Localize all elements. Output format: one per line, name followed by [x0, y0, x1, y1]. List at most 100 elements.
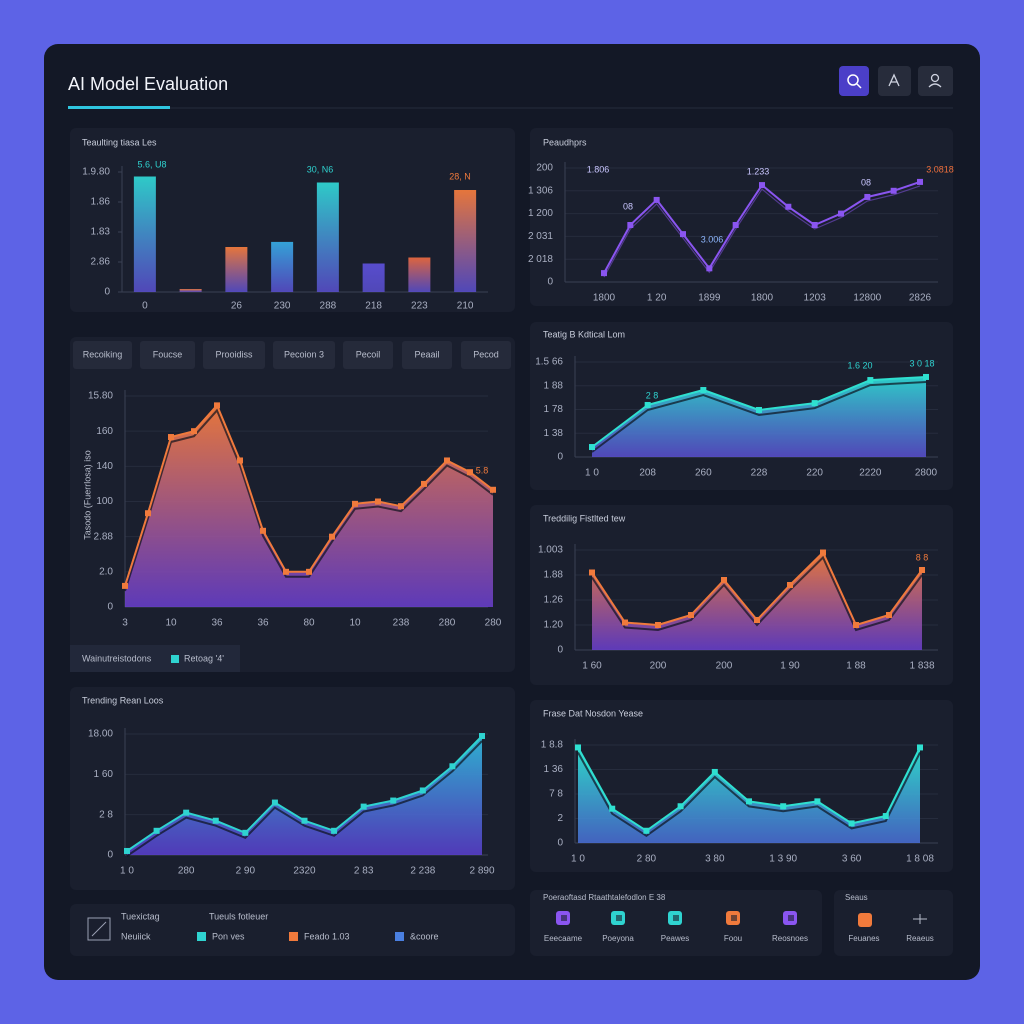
- point-marker: [706, 265, 713, 272]
- x-tick-label: 3 60: [842, 854, 862, 865]
- bar: [133, 176, 156, 292]
- y-tick-label: 1 200: [528, 208, 553, 219]
- point-marker: [756, 406, 762, 413]
- tab-background: [140, 341, 195, 369]
- tab[interactable]: Foucse: [140, 341, 195, 369]
- bar: [271, 241, 294, 292]
- tool-label: Eeecaame: [544, 934, 583, 943]
- tool-icon-detail: [673, 915, 679, 921]
- share-button[interactable]: [878, 66, 911, 96]
- point-marker: [329, 533, 335, 540]
- point-marker: [352, 500, 358, 507]
- legend-item: Retoag '4': [184, 653, 224, 663]
- y-tick-label: 100: [96, 496, 113, 507]
- y-tick-label: 2: [557, 813, 563, 824]
- x-tick-label: 210: [457, 301, 474, 312]
- point-marker: [919, 567, 925, 573]
- tool-button[interactable]: Eeecaame: [544, 911, 583, 943]
- tool-icon-detail: [616, 915, 622, 921]
- y-tick-label: 1 306: [528, 185, 553, 196]
- line-shadow: [591, 381, 927, 453]
- x-tick-label: 3: [122, 618, 128, 629]
- tool-button[interactable]: Foou: [724, 911, 742, 943]
- summary-icon-stroke: [91, 921, 107, 937]
- summary-panel: [70, 904, 515, 956]
- y-tick-label: 1.83: [91, 227, 111, 238]
- y-tick-label: 1.9.80: [82, 167, 110, 178]
- point-marker: [853, 622, 859, 628]
- legend-swatch: [289, 932, 298, 941]
- x-tick-label: 1 60: [582, 661, 602, 672]
- tab[interactable]: Recoiking: [73, 341, 132, 369]
- point-marker: [283, 568, 289, 575]
- point-marker: [168, 434, 174, 441]
- tool-button[interactable]: Reosnoes: [772, 911, 808, 943]
- y-tick-label: 1 36: [544, 764, 564, 775]
- annotation: 3.0818: [926, 164, 954, 174]
- x-tick-label: 280: [439, 618, 456, 629]
- point-marker: [467, 469, 473, 476]
- y-tick-label: 1.5 66: [535, 357, 563, 368]
- point-marker: [864, 193, 871, 200]
- tab-background: [402, 341, 452, 369]
- y-tick-label: 1 38: [544, 428, 564, 439]
- tab[interactable]: Pecod: [461, 341, 511, 369]
- tab[interactable]: Peaail: [402, 341, 452, 369]
- tool-button[interactable]: Poeyona: [602, 911, 634, 943]
- annotation: 3.006: [701, 234, 724, 244]
- point-marker: [917, 744, 923, 751]
- point-marker: [212, 817, 219, 824]
- tab[interactable]: Pecoil: [343, 341, 393, 369]
- y-tick-label: 160: [96, 426, 113, 437]
- point-marker: [122, 582, 128, 589]
- y-tick-label: 1 60: [94, 769, 114, 780]
- x-tick-label: 1 0: [585, 468, 599, 479]
- annotation: 1.233: [747, 166, 770, 176]
- point-marker: [732, 222, 739, 228]
- title-underline: [68, 106, 170, 109]
- y-tick-label: 7 8: [549, 789, 563, 800]
- tab-label: Recoiking: [83, 349, 123, 359]
- tab[interactable]: Pecoion 3: [273, 341, 335, 369]
- x-tick-label: 230: [274, 301, 291, 312]
- point-marker: [331, 827, 338, 834]
- chart-panel: [70, 128, 515, 312]
- annotation: 3 0 18: [909, 358, 934, 368]
- profile-button[interactable]: [918, 66, 953, 96]
- x-tick-label: 280: [178, 866, 195, 877]
- y-tick-label: 1 78: [544, 404, 564, 415]
- point-marker: [124, 847, 130, 854]
- line-shadow: [603, 185, 921, 278]
- x-tick-label: 1 88: [846, 661, 866, 672]
- x-tick-label: 10: [165, 618, 177, 629]
- point-marker: [375, 498, 381, 505]
- point-marker: [306, 568, 312, 575]
- y-tick-label: 140: [96, 461, 113, 472]
- annotation: 1.806: [587, 164, 610, 174]
- tool-button[interactable]: Peawes: [661, 911, 689, 943]
- legend-swatch: [395, 932, 404, 941]
- point-marker: [890, 187, 897, 194]
- tab-background: [273, 341, 335, 369]
- y-tick-label: 1.86: [91, 197, 111, 208]
- tab-background: [461, 341, 511, 369]
- tab[interactable]: Prooidiss: [203, 341, 265, 369]
- x-tick-label: 1203: [804, 293, 827, 304]
- tab-label: Prooidiss: [215, 349, 253, 359]
- area: [125, 405, 493, 607]
- point-marker: [183, 809, 190, 816]
- y-tick-label: 0: [107, 850, 113, 861]
- search-button[interactable]: [839, 66, 869, 96]
- legend-item: Pon ves: [212, 931, 245, 941]
- point-marker: [609, 805, 616, 812]
- tab-label: Peaail: [414, 349, 439, 359]
- x-tick-label: 1 90: [780, 661, 800, 672]
- point-marker: [643, 827, 650, 834]
- y-tick-label: 0: [557, 452, 563, 463]
- y-tick-label: 1.26: [544, 595, 564, 606]
- line-shadow: [126, 740, 483, 857]
- annotation: 1.6 20: [847, 360, 872, 370]
- y-tick-label: 0: [107, 602, 113, 613]
- point-marker: [644, 401, 651, 408]
